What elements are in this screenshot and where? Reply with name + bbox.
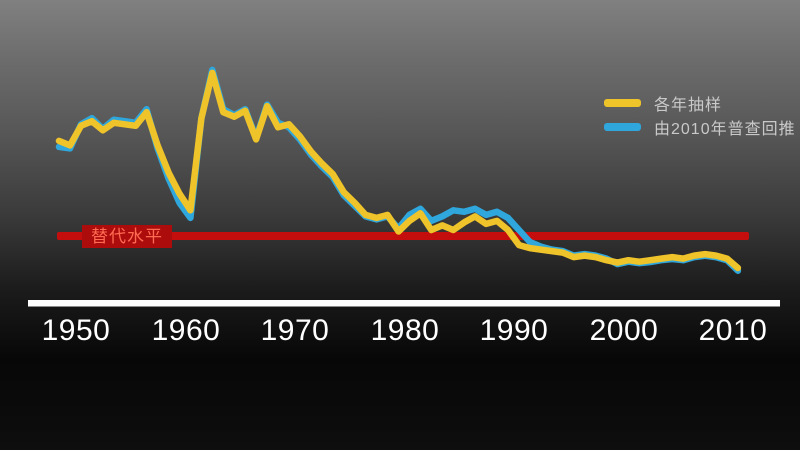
legend-label-annual-sampling: 各年抽样 — [654, 97, 723, 114]
legend-label-census-backcast: 由2010年普查回推 — [654, 121, 796, 138]
legend-item-annual-sampling: 各年抽样 — [604, 95, 796, 114]
x-tick-1970: 1970 — [260, 314, 330, 347]
replacement-level-line — [57, 232, 749, 240]
x-tick-1960: 1960 — [151, 314, 221, 347]
annual-sampling-swatch-icon — [604, 99, 641, 107]
series-annual-sampling-line — [55, 69, 742, 272]
replacement-level-label: 替代水平 — [82, 225, 172, 248]
x-tick-2010: 2010 — [698, 314, 768, 347]
census-backcast-swatch-icon — [604, 123, 641, 131]
legend: 各年抽样 由2010年普查回推 — [604, 95, 796, 138]
x-tick-1990: 1990 — [479, 314, 549, 347]
x-tick-1950: 1950 — [41, 314, 111, 347]
x-axis-line — [28, 300, 780, 307]
x-tick-2000: 2000 — [589, 314, 659, 347]
x-tick-1980: 1980 — [370, 314, 440, 347]
x-axis-ticks: 1950 1960 1970 1980 1990 2000 2010 — [0, 314, 800, 350]
legend-item-census-backcast: 由2010年普查回推 — [604, 119, 796, 138]
